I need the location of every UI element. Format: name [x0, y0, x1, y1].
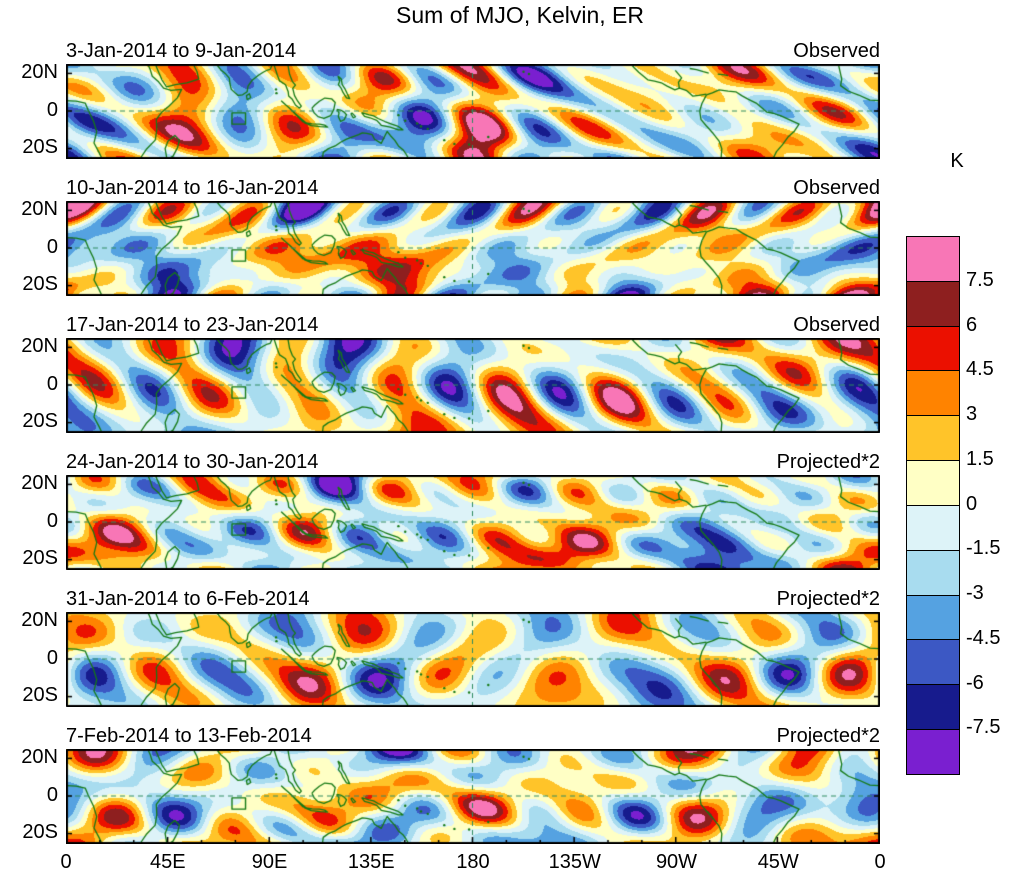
panel-2: 10-Jan-2014 to 16-Jan-2014 Observed 20N …: [0, 177, 1024, 301]
y-tick-label: 20S: [22, 136, 58, 158]
panel-source-label: Observed: [793, 177, 880, 199]
colorbar-cell: [907, 237, 959, 281]
x-tick-label: 90W: [655, 851, 698, 873]
panel-date-label: 17-Jan-2014 to 23-Jan-2014: [66, 314, 319, 336]
y-tick-label: 0: [46, 373, 58, 395]
panel-date-label: 10-Jan-2014 to 16-Jan-2014: [66, 177, 319, 199]
y-tick-label: 20S: [22, 273, 58, 295]
colorbar-tick-label: 0: [966, 492, 978, 515]
colorbar-cell: [907, 594, 959, 640]
panel-date-label: 7-Feb-2014 to 13-Feb-2014: [66, 725, 312, 747]
x-tick-label: 0: [874, 851, 886, 873]
x-tick-label: 45E: [149, 851, 186, 873]
map-canvas: [66, 612, 880, 707]
y-tick-label: 20N: [21, 609, 58, 631]
colorbar-cell: [907, 460, 959, 505]
panel-1: 3-Jan-2014 to 9-Jan-2014 Observed 20N 0 …: [0, 40, 1024, 164]
colorbar-tick-label: -6: [966, 671, 984, 694]
map-canvas: [66, 475, 880, 570]
colorbar-cell: [907, 729, 959, 774]
panel-date-label: 24-Jan-2014 to 30-Jan-2014: [66, 451, 319, 473]
x-tick-label: 135W: [548, 851, 601, 873]
panel-source-label: Observed: [793, 40, 880, 62]
panel-header: 3-Jan-2014 to 9-Jan-2014 Observed: [66, 40, 880, 62]
y-tick-label: 20S: [22, 684, 58, 706]
colorbar-cell: [907, 370, 959, 416]
x-tick-label: 0: [60, 851, 72, 873]
panel-4: 24-Jan-2014 to 30-Jan-2014 Projected*2 2…: [0, 451, 1024, 575]
y-tick-label: 20S: [22, 821, 58, 843]
panel-header: 10-Jan-2014 to 16-Jan-2014 Observed: [66, 177, 880, 199]
x-tick-label: 90E: [251, 851, 288, 873]
panel-source-label: Projected*2: [776, 588, 880, 610]
colorbar-tick-label: -1.5: [966, 537, 1001, 560]
colorbar-cell: [907, 549, 959, 595]
colorbar-cell: [907, 325, 959, 371]
panel-header: 17-Jan-2014 to 23-Jan-2014 Observed: [66, 314, 880, 336]
colorbar-cell: [907, 504, 959, 550]
map-canvas: [66, 64, 880, 159]
y-tick-label: 0: [46, 236, 58, 258]
y-tick-label: 20N: [21, 746, 58, 768]
panel-header: 24-Jan-2014 to 30-Jan-2014 Projected*2: [66, 451, 880, 473]
y-tick-label: 20N: [21, 335, 58, 357]
colorbar-tick-label: 4.5: [966, 358, 994, 381]
y-tick-label: 0: [46, 784, 58, 806]
panel-date-label: 31-Jan-2014 to 6-Feb-2014: [66, 588, 310, 610]
figure-title: Sum of MJO, Kelvin, ER: [396, 2, 644, 28]
colorbar-tick-label: 7.5: [966, 268, 994, 291]
y-tick-label: 20N: [21, 61, 58, 83]
colorbar-tick-label: 3: [966, 403, 978, 425]
colorbar-tick-label: -7.5: [966, 716, 1001, 739]
x-tick-label: 45W: [757, 851, 799, 873]
y-tick-label: 0: [46, 510, 58, 532]
colorbar-tick-label: 1.5: [966, 447, 994, 470]
colorbar-tick-label: -3: [966, 582, 984, 604]
panel-header: 7-Feb-2014 to 13-Feb-2014 Projected*2: [66, 725, 880, 747]
panel-header: 31-Jan-2014 to 6-Feb-2014 Projected*2: [66, 588, 880, 610]
panel-source-label: Projected*2: [776, 451, 880, 473]
x-tick-label: 135E: [347, 851, 395, 873]
colorbar-cell: [907, 280, 959, 326]
y-tick-label: 20S: [22, 410, 58, 432]
map-canvas: [66, 749, 880, 844]
colorbar-cell: [907, 684, 959, 730]
colorbar-tick-label: 6: [966, 313, 978, 336]
y-tick-label: 20S: [22, 547, 58, 569]
panel-source-label: Observed: [793, 314, 880, 336]
colorbar-cell: [907, 415, 959, 461]
panel-3: 17-Jan-2014 to 23-Jan-2014 Observed 20N …: [0, 314, 1024, 438]
colorbar: [906, 236, 960, 775]
colorbar-tick-label: -4.5: [966, 626, 1001, 649]
map-canvas: [66, 201, 880, 296]
y-tick-label: 0: [46, 99, 58, 121]
map-canvas: [66, 338, 880, 433]
panel-date-label: 3-Jan-2014 to 9-Jan-2014: [66, 40, 297, 62]
panel-5: 31-Jan-2014 to 6-Feb-2014 Projected*2 20…: [0, 588, 1024, 712]
colorbar-cell: [907, 639, 959, 685]
panel-source-label: Projected*2: [776, 725, 880, 747]
x-tick-label: 180: [456, 851, 490, 873]
panel-6: 7-Feb-2014 to 13-Feb-2014 Projected*2 20…: [0, 725, 1024, 849]
colorbar-unit-label: K: [950, 150, 964, 172]
y-tick-label: 0: [46, 647, 58, 669]
y-tick-label: 20N: [21, 198, 58, 220]
y-tick-label: 20N: [21, 472, 58, 494]
